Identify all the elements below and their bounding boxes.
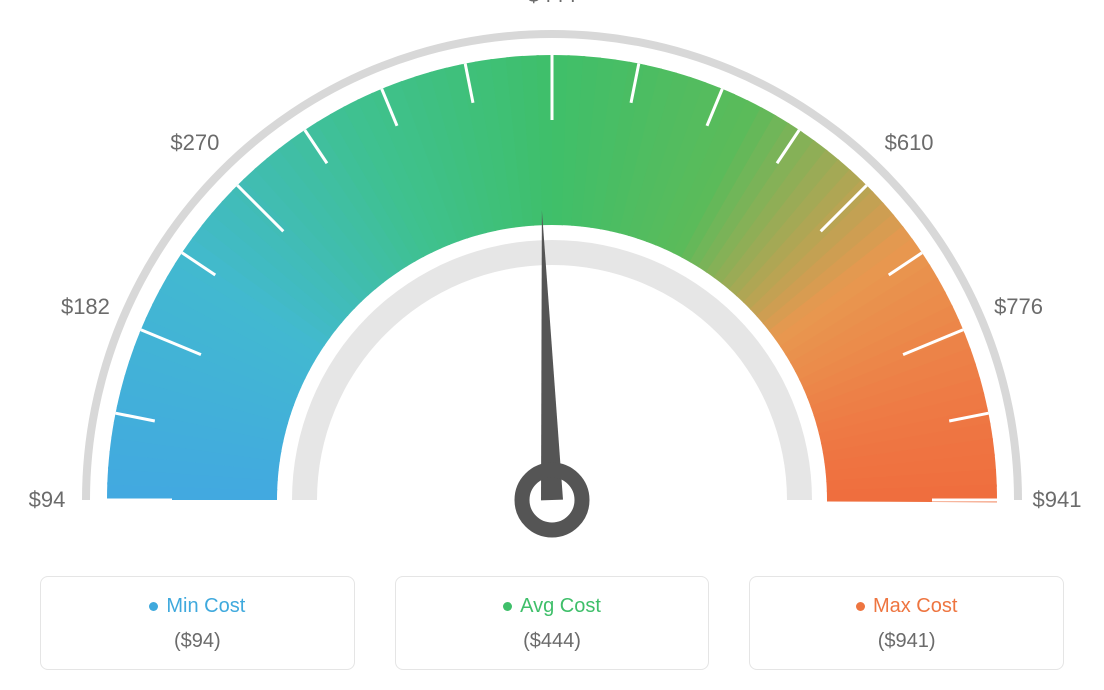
gauge-tick-label: $610 [885,130,934,156]
legend-label: Avg Cost [520,595,601,618]
legend-title-min: Min Cost [149,595,245,618]
legend-value: ($94) [51,630,344,653]
gauge-chart: $94 $182 $270 $444 $610 $776 $941 [0,0,1104,560]
dot-icon [149,602,158,611]
legend-title-max: Max Cost [856,595,957,618]
legend-title-avg: Avg Cost [503,595,601,618]
legend-label: Min Cost [166,595,245,618]
legend-card-max: Max Cost ($941) [749,576,1064,670]
gauge-tick-label: $776 [994,294,1043,320]
gauge-tick-label: $941 [1033,487,1082,513]
gauge-tick-label: $270 [170,130,219,156]
gauge-tick-label: $444 [528,0,577,8]
dot-icon [856,602,865,611]
gauge-tick-label: $182 [61,294,110,320]
dot-icon [503,602,512,611]
legend-value: ($444) [406,630,699,653]
legend-card-min: Min Cost ($94) [40,576,355,670]
gauge-svg [0,0,1104,560]
legend-card-avg: Avg Cost ($444) [395,576,710,670]
legend-label: Max Cost [873,595,957,618]
gauge-tick-label: $94 [29,487,66,513]
legend-value: ($941) [760,630,1053,653]
legend-row: Min Cost ($94) Avg Cost ($444) Max Cost … [0,576,1104,670]
